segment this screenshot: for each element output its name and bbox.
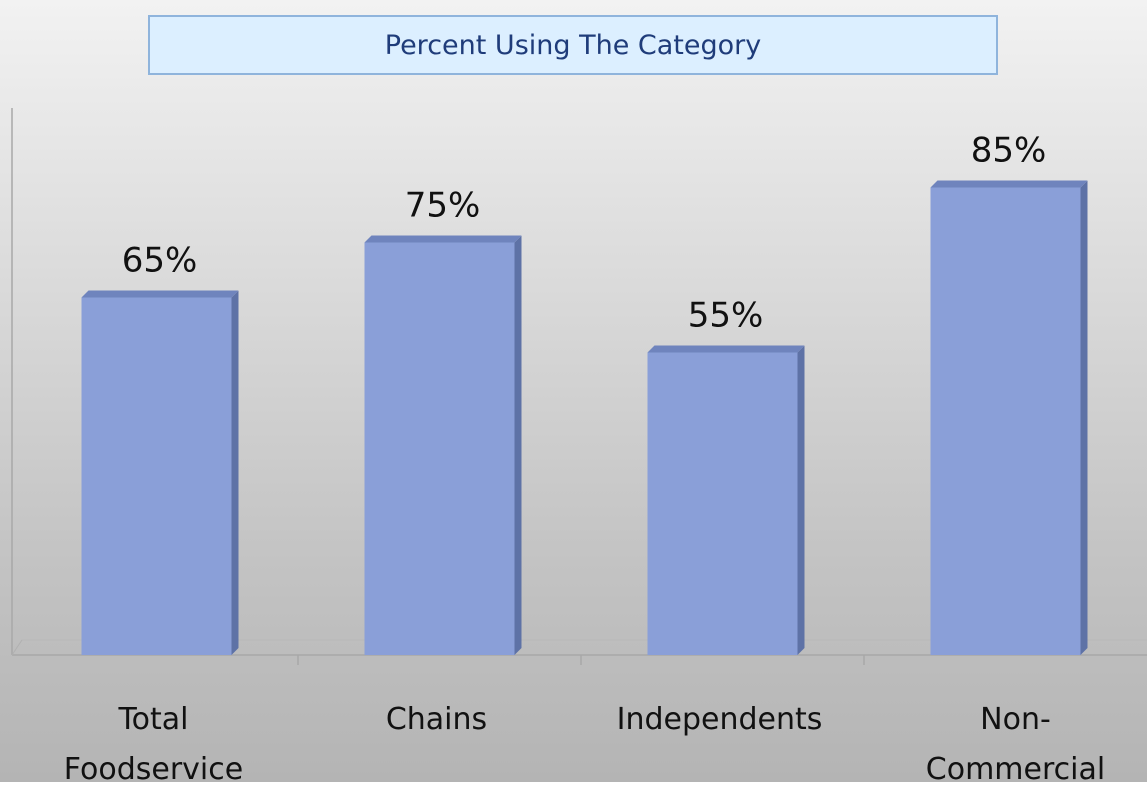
floor-edge (11, 639, 23, 656)
x-tick-label: Chains (385, 702, 488, 737)
bar (930, 187, 1081, 655)
bar-side (797, 345, 805, 655)
bar (647, 352, 798, 655)
bar (364, 242, 515, 655)
value-label: 85% (971, 131, 1047, 171)
bar-side (1080, 180, 1088, 655)
value-label: 75% (405, 186, 481, 226)
bar-top (647, 345, 805, 353)
bar-side (231, 290, 239, 655)
chart-title: Percent Using The Category (148, 15, 998, 75)
bar-top (364, 235, 522, 243)
bar-side (514, 235, 522, 655)
value-label: 55% (688, 296, 764, 336)
bar-top (930, 180, 1088, 188)
bar (81, 297, 232, 655)
value-label: 65% (122, 241, 198, 281)
x-tick-label: Total Foodservice (63, 702, 244, 787)
x-tick-label: Non-Commercial (925, 702, 1106, 787)
bar-top (81, 290, 239, 298)
x-tick-label: Independents (616, 702, 823, 737)
